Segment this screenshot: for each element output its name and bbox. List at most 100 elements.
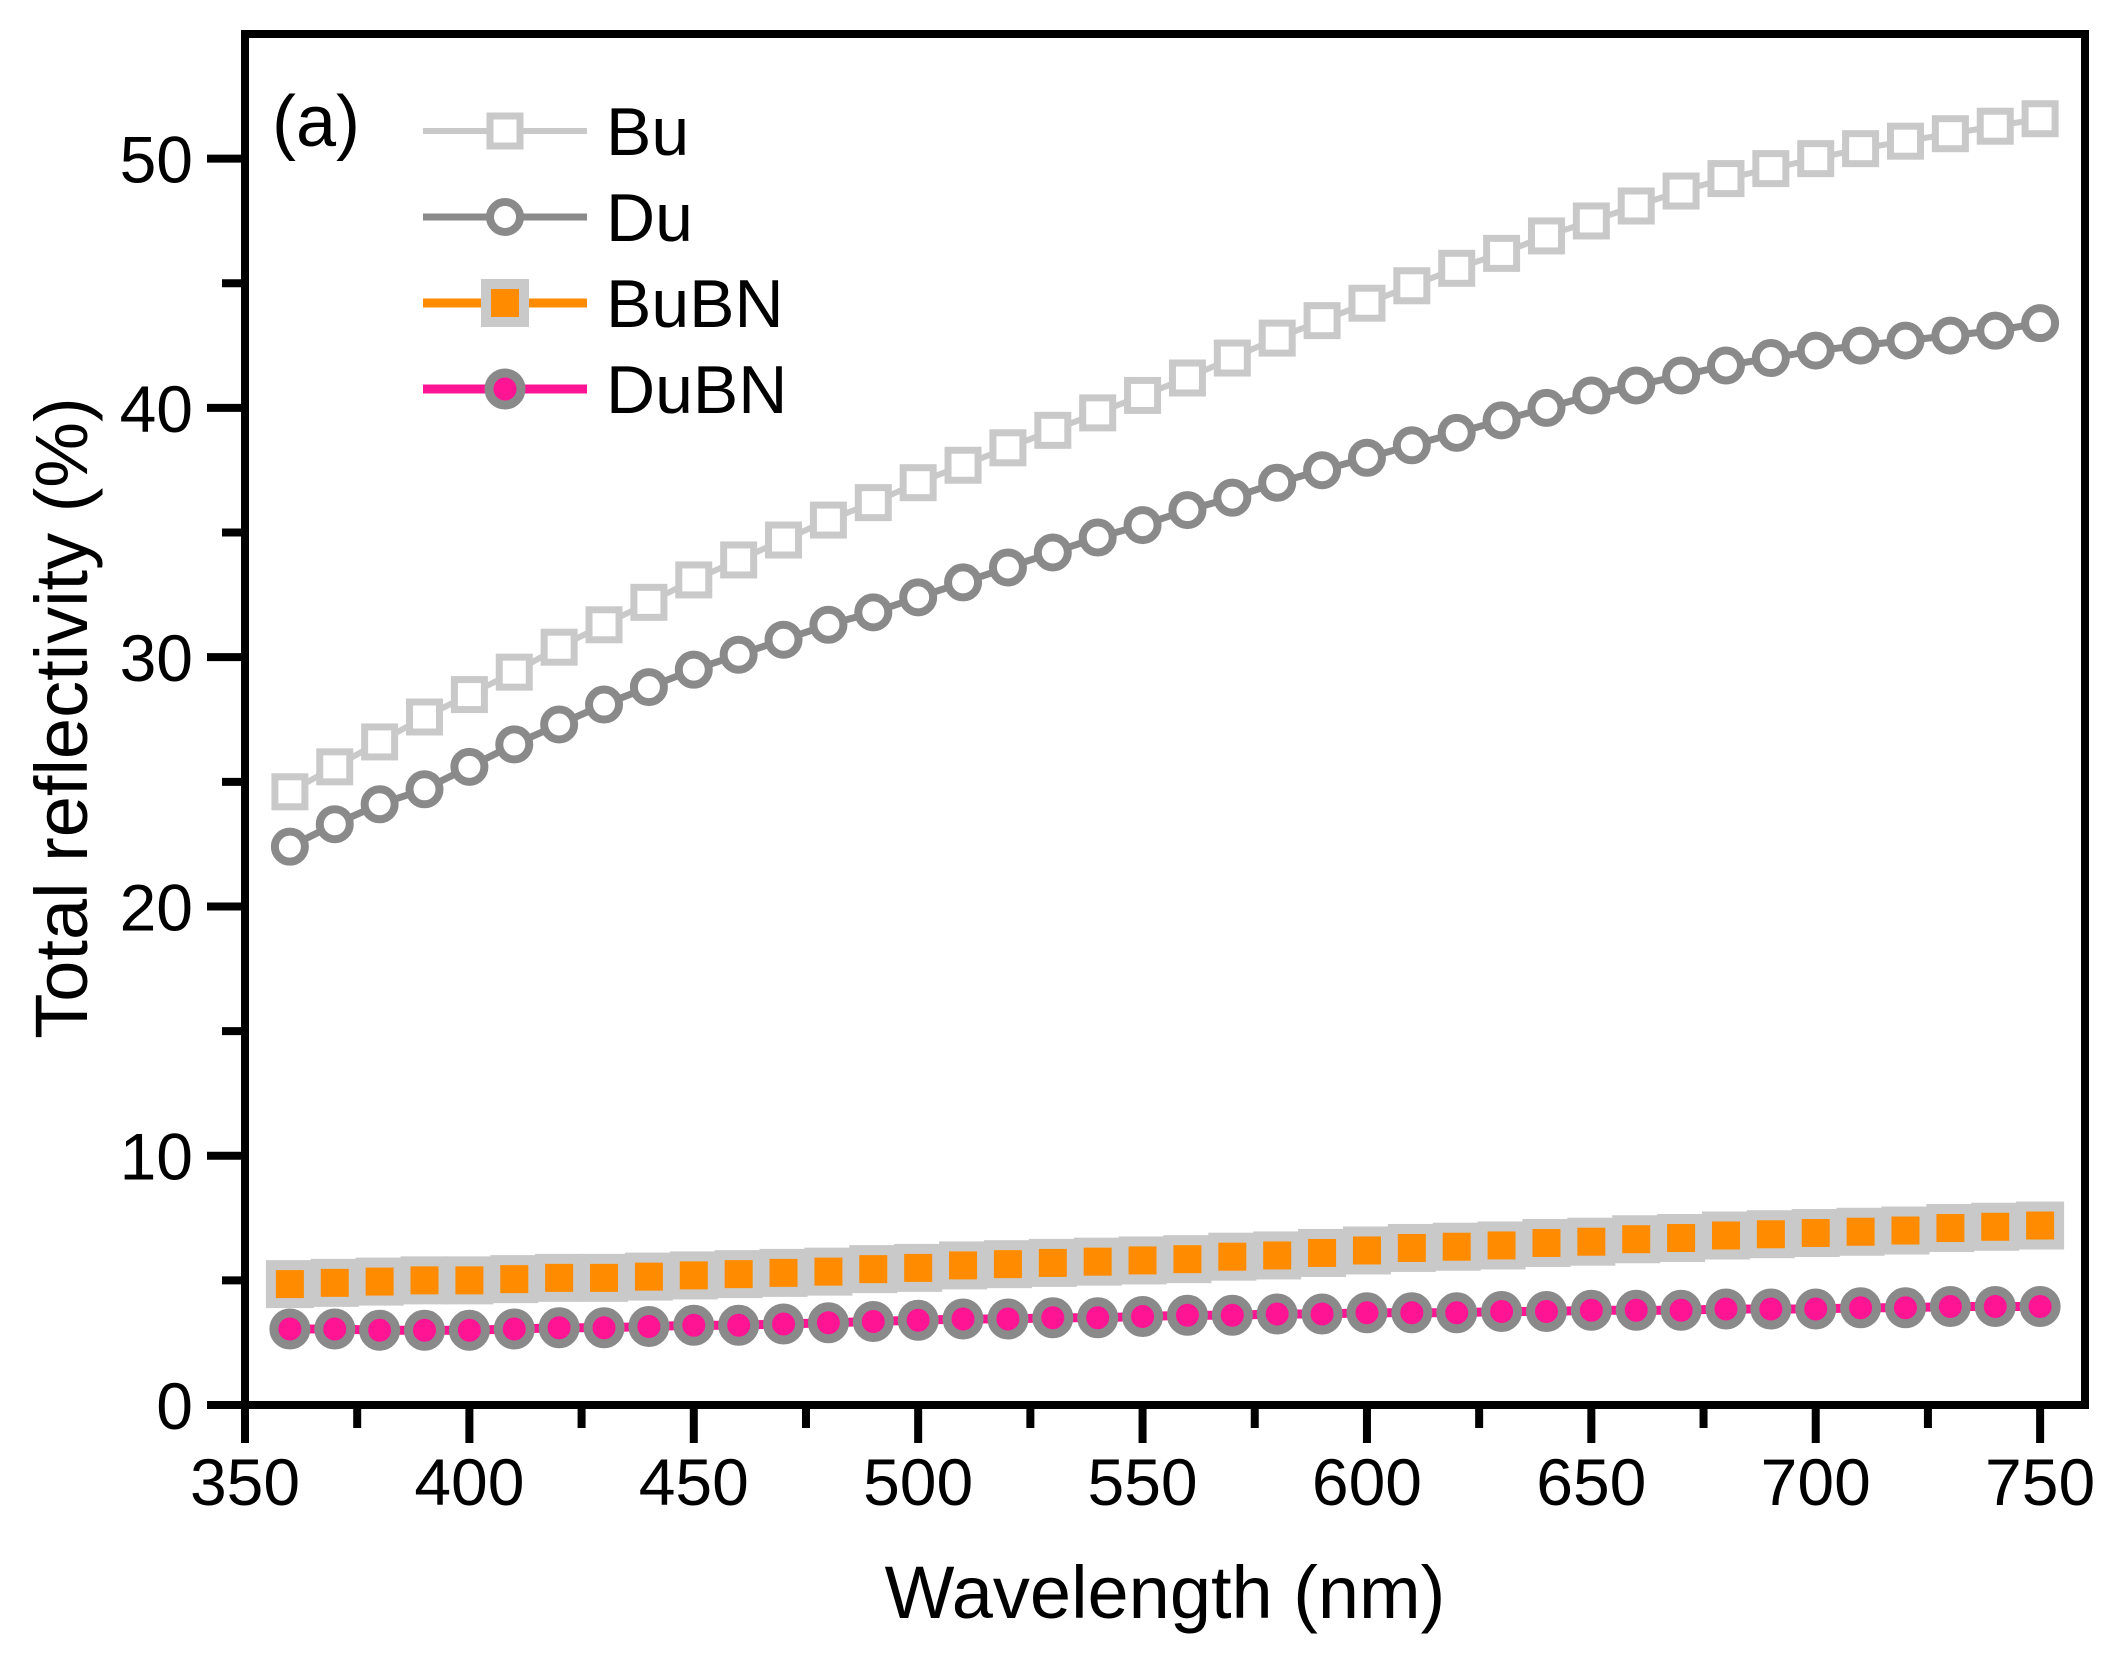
marker-open-circle [1303,451,1342,490]
marker-filled-square [983,1240,1032,1289]
y-tick-label: 20 [120,870,193,944]
marker-filled-square [1253,1231,1302,1280]
marker-open-circle [1168,491,1207,530]
marker-filled-circle [987,1298,1029,1340]
marker-filled-square [1432,1222,1481,1271]
marker-open-circle [1751,339,1790,378]
marker-filled-circle [673,1304,715,1346]
x-tick-label: 700 [1761,1445,1871,1519]
marker-filled-circle [1660,1289,1702,1331]
marker-filled-circle [359,1309,401,1351]
marker-open-square [809,501,847,539]
marker-filled-square [1342,1226,1391,1275]
marker-filled-circle [1840,1287,1882,1329]
marker-filled-square [400,1256,449,1305]
marker-filled-circle [1122,1296,1164,1338]
y-tick-label: 0 [156,1369,193,1443]
marker-filled-square [714,1250,763,1299]
marker-filled-square [1836,1207,1885,1256]
marker-open-square [1662,172,1700,210]
x-tick-label: 750 [1985,1445,2095,1519]
marker-filled-square [1971,1202,2020,1251]
y-axis-title: Total reflectivity (%) [20,397,103,1039]
marker-filled-circle [1974,1286,2016,1328]
x-tick-label: 450 [639,1445,749,1519]
marker-open-square [1438,249,1476,287]
marker-open-circle [2021,304,2060,343]
marker-open-circle [1033,533,1072,572]
x-tick-label: 550 [1087,1445,1197,1519]
marker-open-circle [854,593,893,632]
marker-open-circle [315,805,354,844]
marker-filled-circle [1525,1291,1567,1333]
marker-open-square [944,446,982,484]
marker-open-square [1303,302,1341,340]
marker-filled-circle [538,1307,580,1349]
marker-open-square [361,723,399,761]
marker-filled-circle [314,1308,356,1350]
y-tick-label: 10 [120,1120,193,1194]
marker-filled-square [759,1248,808,1297]
marker-filled-square [1522,1218,1571,1267]
marker-filled-circle [1077,1297,1119,1339]
marker-filled-square [1657,1213,1706,1262]
marker-open-square [1168,359,1206,397]
marker-open-circle [1258,463,1297,502]
marker-filled-square [1881,1206,1930,1255]
marker-filled-circle [1436,1292,1478,1334]
marker-open-square [1842,130,1880,168]
marker-filled-circle [942,1298,984,1340]
marker-open-circle [1617,366,1656,405]
x-tick-label: 350 [190,1445,300,1519]
marker-open-square [854,484,892,522]
marker-filled-circle [583,1307,625,1349]
marker-open-circle [270,827,309,866]
marker-open-square [271,773,309,811]
marker-open-circle [1662,356,1701,395]
marker-filled-circle [1750,1288,1792,1330]
marker-open-square [1617,187,1655,225]
marker-open-circle [1123,506,1162,545]
marker-open-square [1752,150,1790,188]
marker-filled-square [624,1252,673,1301]
legend-label-Du: Du [606,180,693,256]
series-line-Bu [288,115,2041,795]
x-tick-label: 650 [1536,1445,1646,1519]
marker-filled-circle [628,1305,670,1347]
y-tick-label: 50 [120,123,193,197]
marker-open-circle [405,770,444,809]
marker-filled-square [1477,1221,1526,1270]
marker-open-circle [1078,518,1117,557]
marker-filled-circle [484,368,526,410]
marker-open-square [1483,234,1521,272]
marker-filled-circle [1929,1286,1971,1328]
marker-open-circle [360,785,399,824]
marker-open-square [1886,122,1924,160]
marker-filled-circle [2019,1286,2061,1328]
marker-filled-square [1791,1209,1840,1258]
x-axis-title: Wavelength (nm) [884,1551,1446,1634]
marker-filled-circle [269,1308,311,1350]
marker-filled-square [265,1260,314,1309]
marker-filled-square [2016,1201,2065,1250]
marker-open-circle [1931,316,1970,355]
marker-open-circle [629,668,668,707]
marker-open-square [450,676,488,714]
series-line-DuBN [289,1302,2041,1335]
marker-filled-circle [448,1309,490,1351]
marker-open-circle [988,548,1027,587]
marker-filled-circle [404,1309,446,1351]
marker-filled-square [1028,1238,1077,1287]
marker-filled-circle [1211,1294,1253,1336]
legend-label-Bu: Bu [606,94,689,170]
x-tick-label: 400 [414,1445,524,1519]
marker-filled-circle [1256,1293,1298,1335]
marker-open-square [1034,411,1072,449]
marker-open-square [1707,160,1745,198]
marker-filled-square [1118,1236,1167,1285]
series-Du [270,304,2060,866]
marker-filled-square [580,1253,629,1302]
marker-open-square [2021,100,2059,138]
marker-open-square [316,748,354,786]
